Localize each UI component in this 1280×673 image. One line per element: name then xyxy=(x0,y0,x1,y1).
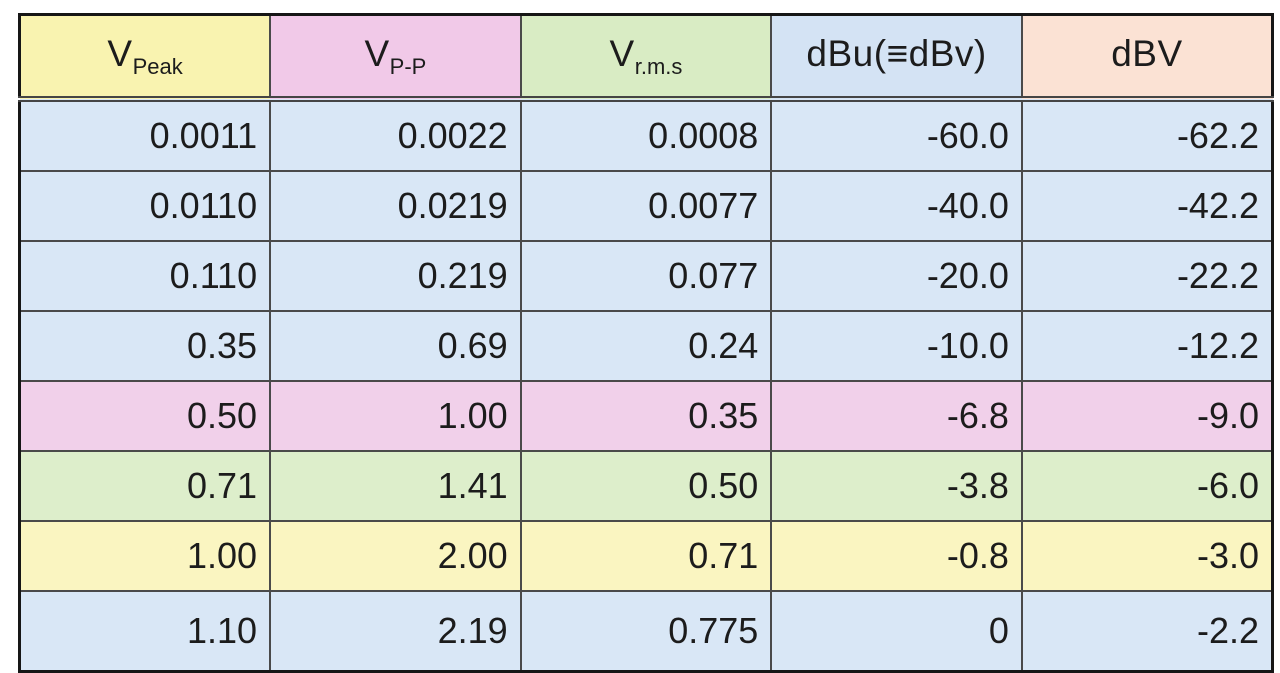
table-row: 0.0110 0.0219 0.0077 -40.0 -42.2 xyxy=(18,170,1274,242)
header-label-dbv-main: dBV xyxy=(1111,32,1183,74)
cell-vpeak: 0.110 xyxy=(18,240,272,312)
cell-vpeak: 0.71 xyxy=(18,450,272,522)
header-row: VPeak VP-P Vr.m.s dBu(≡dBv) dBV xyxy=(18,13,1274,102)
cell-vpeak: 1.10 xyxy=(18,590,272,673)
cell-dbu: -20.0 xyxy=(770,240,1023,312)
cell-dbv: -2.2 xyxy=(1020,590,1274,673)
cell-dbu: 0 xyxy=(770,590,1023,673)
header-cell-vpeak: VPeak xyxy=(18,13,272,102)
cell-vpp: 0.0022 xyxy=(269,98,522,172)
header-label-vpp-main: V xyxy=(364,32,390,74)
cell-dbu: -3.8 xyxy=(770,450,1023,522)
voltage-db-conversion-table: VPeak VP-P Vr.m.s dBu(≡dBv) dBV 0.0011 xyxy=(18,13,1274,673)
cell-dbv: -6.0 xyxy=(1020,450,1274,522)
cell-vpeak: 0.50 xyxy=(18,380,272,452)
table-row: 1.10 2.19 0.775 0 -2.2 xyxy=(18,590,1274,673)
header-label-dbu-main: dBu(≡dBv) xyxy=(806,32,987,74)
table-row: 0.71 1.41 0.50 -3.8 -6.0 xyxy=(18,450,1274,522)
cell-vpeak: 1.00 xyxy=(18,520,272,592)
cell-vpp: 2.00 xyxy=(269,520,522,592)
cell-vrms: 0.0008 xyxy=(519,98,773,172)
cell-vrms: 0.35 xyxy=(519,380,773,452)
cell-dbv: -42.2 xyxy=(1020,170,1274,242)
cell-vpeak: 0.35 xyxy=(18,310,272,382)
header-cell-vpp: VP-P xyxy=(269,13,522,102)
cell-vrms: 0.077 xyxy=(519,240,773,312)
cell-vpp: 2.19 xyxy=(269,590,522,673)
cell-vrms: 0.0077 xyxy=(519,170,773,242)
header-cell-vrms: Vr.m.s xyxy=(519,13,773,102)
cell-vrms: 0.24 xyxy=(519,310,773,382)
conversion-table: VPeak VP-P Vr.m.s dBu(≡dBv) dBV 0.0011 xyxy=(18,13,1274,673)
cell-dbv: -62.2 xyxy=(1020,98,1274,172)
cell-dbu: -60.0 xyxy=(770,98,1023,172)
header-label-vpeak-main: V xyxy=(107,32,133,74)
cell-vpeak: 0.0110 xyxy=(18,170,272,242)
cell-vrms: 0.775 xyxy=(519,590,773,673)
table-row: 0.50 1.00 0.35 -6.8 -9.0 xyxy=(18,380,1274,452)
table-row: 0.0011 0.0022 0.0008 -60.0 -62.2 xyxy=(18,98,1274,172)
header-label-vpeak-sub: Peak xyxy=(132,53,183,79)
header-label-vrms-main: V xyxy=(609,32,635,74)
table-row: 0.35 0.69 0.24 -10.0 -12.2 xyxy=(18,310,1274,382)
cell-dbu: -10.0 xyxy=(770,310,1023,382)
header-cell-dbu: dBu(≡dBv) xyxy=(770,13,1023,102)
cell-vpp: 1.41 xyxy=(269,450,522,522)
cell-vrms: 0.71 xyxy=(519,520,773,592)
cell-vpp: 0.0219 xyxy=(269,170,522,242)
cell-dbv: -3.0 xyxy=(1020,520,1274,592)
cell-dbu: -0.8 xyxy=(770,520,1023,592)
cell-vpeak: 0.0011 xyxy=(18,98,272,172)
cell-vrms: 0.50 xyxy=(519,450,773,522)
cell-dbv: -12.2 xyxy=(1020,310,1274,382)
cell-dbv: -22.2 xyxy=(1020,240,1274,312)
table-body: 0.0011 0.0022 0.0008 -60.0 -62.2 0.0110 … xyxy=(18,98,1274,673)
table-row: 0.110 0.219 0.077 -20.0 -22.2 xyxy=(18,240,1274,312)
cell-dbv: -9.0 xyxy=(1020,380,1274,452)
header-label-vrms-sub: r.m.s xyxy=(634,53,683,79)
cell-vpp: 0.69 xyxy=(269,310,522,382)
table-header: VPeak VP-P Vr.m.s dBu(≡dBv) dBV xyxy=(18,13,1274,102)
table-row: 1.00 2.00 0.71 -0.8 -3.0 xyxy=(18,520,1274,592)
cell-dbu: -6.8 xyxy=(770,380,1023,452)
cell-dbu: -40.0 xyxy=(770,170,1023,242)
header-cell-dbv: dBV xyxy=(1020,13,1274,102)
cell-vpp: 0.219 xyxy=(269,240,522,312)
cell-vpp: 1.00 xyxy=(269,380,522,452)
header-label-vpp-sub: P-P xyxy=(389,53,427,79)
